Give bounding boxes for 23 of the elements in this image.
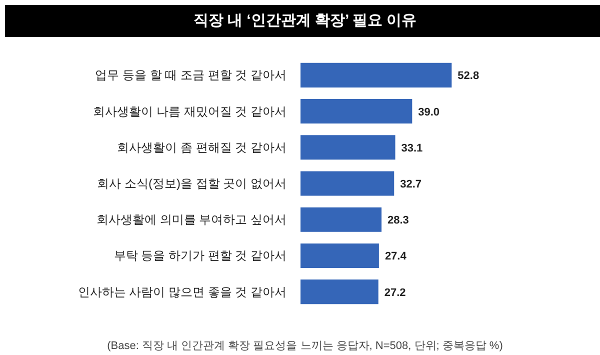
bar [300,207,382,232]
chart-title: 직장 내 ‘인간관계 확장’ 필요 이유 [193,11,417,31]
bar [300,135,396,160]
y-tick-label: 인사하는 사람이 많으면 좋을 것 같아서 [78,284,286,299]
data-label: 32.7 [400,178,422,190]
bar [300,243,379,268]
y-tick-label: 회사 소식(정보)을 접할 곳이 없어서 [97,176,286,190]
y-tick-label: 부탁 등을 하기가 편할 것 같아서 [114,248,286,263]
data-label: 27.2 [384,286,406,299]
bar [300,62,452,88]
data-label: 52.8 [458,70,480,82]
text: (Base: 직장 내 인간관계 확장 필요성을 느끼는 응답자, N=508, 단위; 중복응답 %) [107,339,503,354]
data-label: 27.4 [384,250,408,263]
bar [300,99,412,124]
data-label: 28.3 [388,214,409,227]
data-label: 39.0 [418,106,440,118]
y-tick-label: 업무 등을 할 때 조금 편할 것 같아서 [95,68,287,82]
y-tick-label: 회사생활이 좀 편해질 것 같아서 [117,140,287,154]
y-tick-label: 회사생활에 의미를 부여하고 싶어서 [96,212,287,227]
y-tick-label: 회사생활이 나름 재밌어질 것 같아서 [93,104,287,118]
bar [300,280,378,304]
data-label: 33.1 [401,142,423,154]
bar [300,171,394,196]
